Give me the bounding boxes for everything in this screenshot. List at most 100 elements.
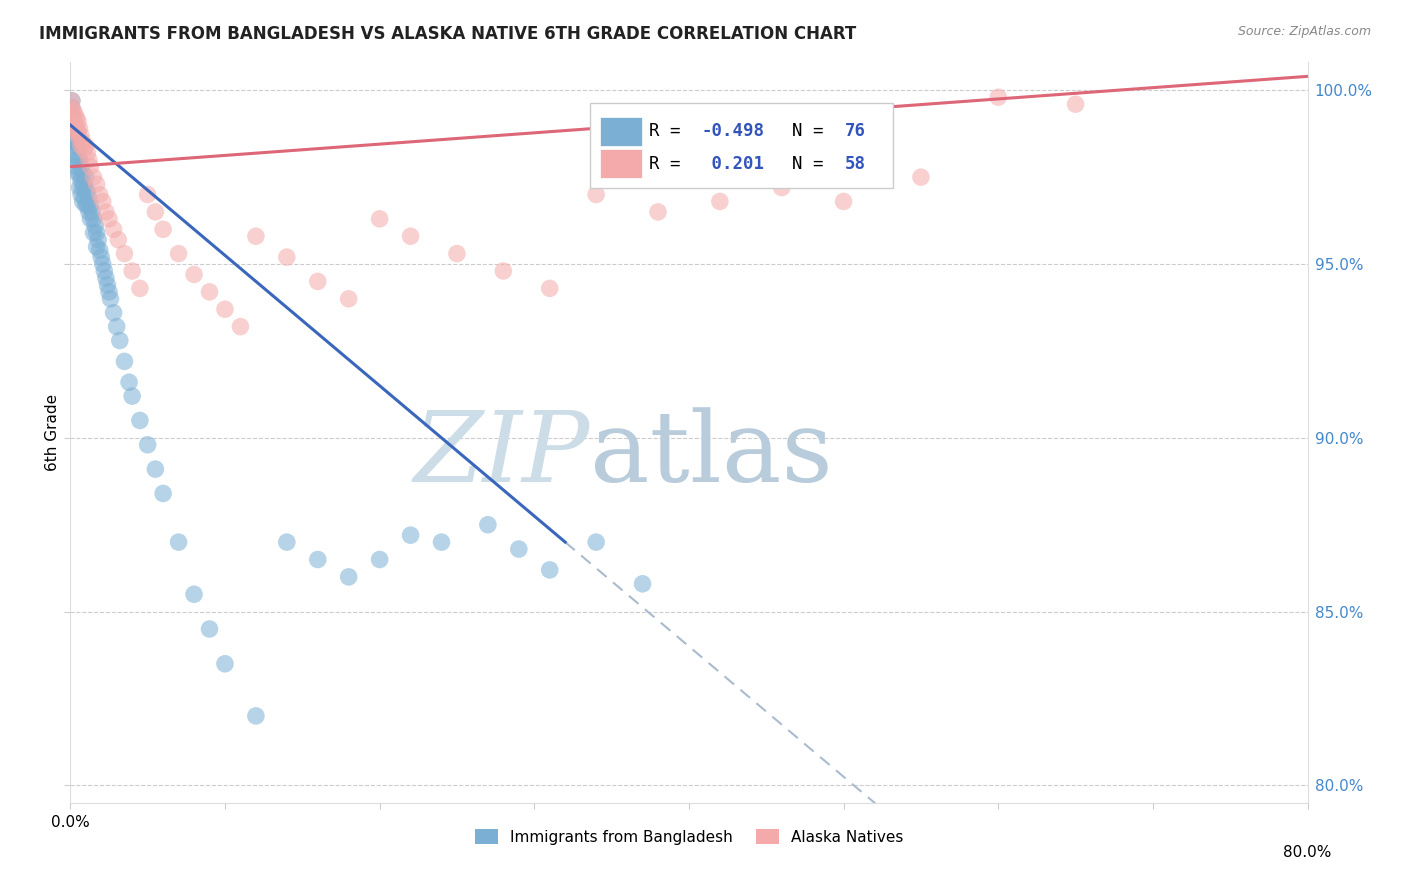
Point [62, 118, 84, 132]
Point [214, 657, 236, 671]
Y-axis label: 6th Grade: 6th Grade [45, 394, 60, 471]
Point [91, 257, 114, 271]
Point [76, 198, 98, 212]
Point [73, 177, 96, 191]
Point [63, 139, 86, 153]
Point [103, 222, 125, 236]
Point [82, 226, 105, 240]
Text: 80.0%: 80.0% [1284, 845, 1331, 860]
Point [86, 177, 108, 191]
Point [709, 194, 731, 209]
Point [89, 243, 111, 257]
Point [79, 198, 101, 212]
Point [82, 170, 105, 185]
Point [307, 274, 329, 288]
Point [76, 145, 98, 160]
Point [987, 90, 1010, 104]
Point [145, 205, 166, 219]
Point [60, 111, 83, 125]
Point [446, 246, 468, 260]
Point [245, 709, 267, 723]
Point [69, 132, 91, 146]
Point [63, 107, 86, 121]
Point [62, 136, 84, 150]
Point [1064, 97, 1087, 112]
Point [87, 233, 110, 247]
Point [152, 486, 174, 500]
Point [145, 462, 166, 476]
Point [477, 517, 499, 532]
Point [368, 211, 391, 226]
Point [93, 264, 115, 278]
Point [307, 552, 329, 566]
Point [77, 205, 100, 219]
Point [770, 180, 793, 194]
Point [399, 528, 422, 542]
Text: N =: N = [792, 122, 834, 140]
Point [136, 187, 159, 202]
Point [67, 153, 90, 167]
Point [63, 118, 86, 132]
Point [76, 184, 98, 198]
Point [60, 101, 83, 115]
Point [63, 153, 86, 167]
Point [67, 125, 90, 139]
Point [73, 142, 96, 156]
Text: IMMIGRANTS FROM BANGLADESH VS ALASKA NATIVE 6TH GRADE CORRELATION CHART: IMMIGRANTS FROM BANGLADESH VS ALASKA NAT… [39, 25, 856, 43]
Text: R =: R = [650, 155, 692, 173]
Point [430, 535, 453, 549]
Text: ZIP: ZIP [413, 407, 591, 502]
Point [80, 205, 103, 219]
Point [70, 187, 93, 202]
Point [60, 101, 83, 115]
Point [910, 170, 932, 185]
Point [75, 198, 97, 212]
Point [647, 205, 669, 219]
Text: -0.498: -0.498 [702, 122, 765, 140]
Point [60, 94, 83, 108]
Point [832, 194, 855, 209]
Point [585, 187, 607, 202]
Point [538, 281, 561, 295]
Point [98, 211, 120, 226]
Point [229, 319, 252, 334]
Point [399, 229, 422, 244]
Point [129, 281, 152, 295]
Point [86, 240, 108, 254]
Point [94, 271, 117, 285]
Point [73, 191, 96, 205]
Point [276, 250, 298, 264]
Point [94, 205, 117, 219]
Point [82, 211, 105, 226]
Point [79, 211, 101, 226]
Point [77, 153, 100, 167]
Point [72, 180, 94, 194]
Point [60, 107, 83, 121]
Point [183, 268, 205, 282]
Point [508, 542, 530, 557]
Point [67, 167, 90, 181]
Point [62, 104, 84, 119]
Point [69, 153, 91, 167]
Point [631, 577, 654, 591]
Point [105, 319, 128, 334]
Point [79, 160, 101, 174]
FancyBboxPatch shape [600, 117, 643, 145]
Point [114, 246, 135, 260]
Point [114, 354, 135, 368]
Point [72, 136, 94, 150]
Point [86, 226, 108, 240]
Point [103, 306, 125, 320]
Text: 58: 58 [845, 155, 866, 173]
Text: Source: ZipAtlas.com: Source: ZipAtlas.com [1237, 25, 1371, 38]
Point [60, 94, 83, 108]
FancyBboxPatch shape [591, 103, 893, 188]
Point [70, 128, 93, 143]
Point [538, 563, 561, 577]
Point [65, 136, 87, 150]
Point [62, 114, 84, 128]
Text: R =: R = [650, 122, 692, 140]
Point [136, 438, 159, 452]
Point [70, 160, 93, 174]
Point [70, 173, 93, 187]
